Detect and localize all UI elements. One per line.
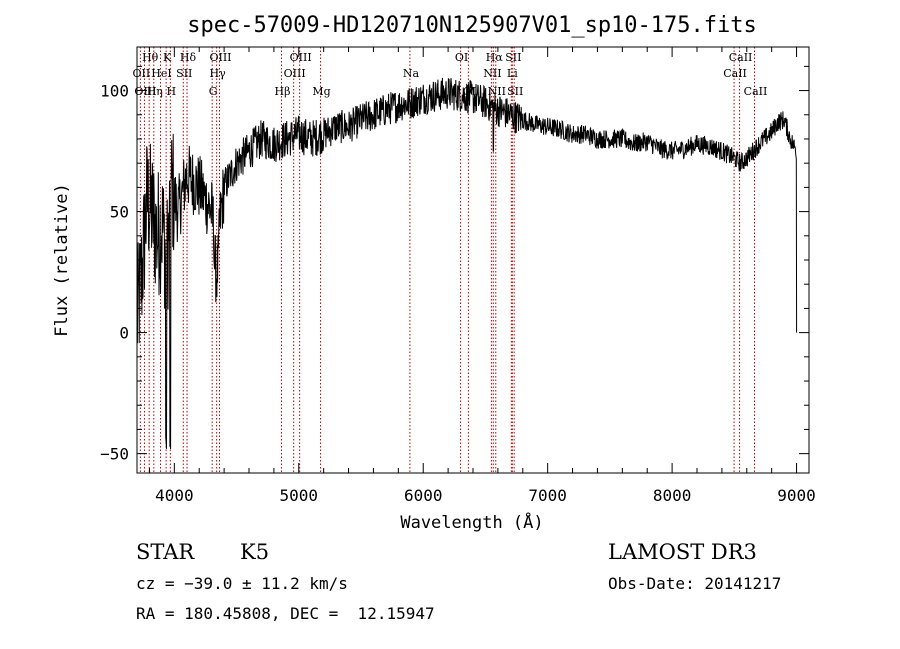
line-marker-label: CaII <box>723 67 747 80</box>
obs-date: Obs-Date: 20141217 <box>608 574 782 593</box>
line-marker-label: Hα <box>486 51 504 64</box>
line-marker-label: OI <box>455 51 468 64</box>
x-tick-label: 6000 <box>404 486 443 505</box>
line-marker-label: NII <box>483 67 501 80</box>
x-axis-label: Wavelength (Å) <box>400 511 543 533</box>
x-tick-label: 7000 <box>528 486 567 505</box>
object-subclass: K5 <box>240 540 270 564</box>
line-marker-label: G <box>209 85 218 98</box>
y-tick-label: −50 <box>100 445 129 464</box>
line-marker-label: Hθ <box>142 51 159 64</box>
line-marker-label: SII <box>505 51 521 64</box>
line-marker-label: Li <box>507 67 518 80</box>
spectrum-layer <box>136 77 798 450</box>
line-marker-label: Hβ <box>275 85 291 98</box>
redshift-cz: cz = −39.0 ± 11.2 km/s <box>136 574 348 593</box>
x-tick-label: 4000 <box>155 486 194 505</box>
object-class: STAR <box>136 540 195 564</box>
line-marker-label: HeI <box>151 67 171 80</box>
line-marker-label: OII <box>133 67 151 80</box>
line-marker-label: Na <box>403 67 420 80</box>
line-marker-label: OIII <box>284 67 306 80</box>
survey-name: LAMOST DR3 <box>608 540 757 564</box>
line-marker-label: CaII <box>744 85 768 98</box>
line-marker-label: Hδ <box>180 51 197 64</box>
y-axis-label: Flux (relative) <box>52 183 72 337</box>
y-tick-label: 50 <box>110 203 129 222</box>
line-marker-label: H <box>167 85 177 98</box>
line-marker-label: SII <box>507 85 523 98</box>
line-marker-label: SII <box>176 67 192 80</box>
line-marker-label: OIII <box>134 85 156 98</box>
y-tick-label: 100 <box>100 82 129 101</box>
line-marker-label: CaII <box>729 51 753 64</box>
line-marker-layer: OII OIII Hθ Hη HeI K H SII Hδ G Hγ OIII Hβ OIII OIII Mg… <box>133 47 768 473</box>
x-tick-label: 9000 <box>777 486 816 505</box>
tick-layer: 4000 5000 6000 7000 8000 9000 −50 0 50 100 <box>100 47 816 505</box>
x-tick-label: 8000 <box>653 486 692 505</box>
line-marker-label: Hγ <box>210 67 227 80</box>
y-tick-label: 0 <box>119 324 129 343</box>
line-marker-label: K <box>163 51 172 64</box>
line-marker-label: Hη <box>147 85 163 98</box>
coordinates: RA = 180.45808, DEC = 12.15947 <box>136 604 435 623</box>
chart-title: spec-57009-HD120710N125907V01_sp10-175.f… <box>187 13 757 38</box>
spectrum-line <box>136 77 798 450</box>
line-marker-label: NII <box>488 85 506 98</box>
line-marker-label: OIII <box>290 51 312 64</box>
x-tick-label: 5000 <box>280 486 319 505</box>
line-marker-label: OIII <box>209 51 231 64</box>
line-marker-label: Mg <box>312 85 330 98</box>
